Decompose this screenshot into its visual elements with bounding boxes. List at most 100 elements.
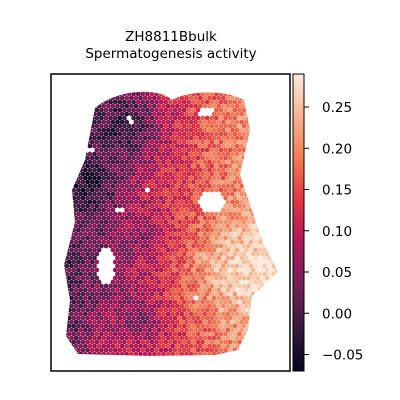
spot [216, 327, 222, 333]
spot [211, 95, 217, 101]
spot [248, 271, 254, 277]
spot [214, 275, 219, 281]
spot [151, 231, 157, 237]
spot [230, 151, 235, 157]
spot [204, 179, 210, 185]
spot [147, 143, 153, 149]
spot [112, 331, 118, 337]
spot [216, 127, 222, 133]
spot [168, 107, 173, 113]
spot [174, 279, 180, 285]
spot [105, 175, 111, 181]
spot [170, 119, 176, 125]
spot [96, 247, 102, 253]
spot [195, 243, 201, 249]
spot [135, 323, 141, 329]
spot [133, 295, 139, 301]
spot [191, 163, 196, 169]
spot [214, 315, 219, 321]
spot [154, 307, 159, 313]
spot [216, 143, 222, 149]
spot [140, 171, 146, 177]
spot [73, 311, 79, 317]
spot [94, 147, 100, 153]
spot [184, 351, 189, 357]
spot [207, 335, 212, 341]
spot [168, 235, 173, 241]
spot [145, 131, 150, 137]
spot [241, 211, 247, 217]
spot [227, 347, 233, 353]
spot [188, 343, 194, 349]
spot [140, 291, 146, 297]
spot [243, 255, 249, 261]
spot [163, 211, 169, 217]
spot [177, 131, 182, 137]
spot [168, 219, 173, 225]
spot [131, 171, 136, 177]
spot [243, 223, 249, 229]
spot [133, 311, 139, 317]
spot [170, 311, 176, 317]
spot [140, 323, 146, 329]
spot [216, 95, 222, 101]
spot [149, 299, 155, 305]
spot [174, 191, 180, 197]
spot [241, 331, 247, 337]
spot [117, 163, 123, 169]
spot [248, 231, 254, 237]
spot [147, 311, 153, 317]
spot [126, 259, 132, 265]
spot [168, 99, 173, 105]
spot [174, 271, 180, 277]
spot [257, 255, 263, 261]
spot [145, 299, 150, 305]
spot [170, 335, 176, 341]
spot [105, 223, 111, 229]
spot [156, 295, 162, 301]
spot [216, 111, 222, 117]
spot [131, 163, 136, 169]
spot [188, 335, 194, 341]
spot [154, 243, 159, 249]
spot [110, 287, 116, 293]
spot [186, 187, 192, 193]
spot [179, 303, 185, 309]
spot [243, 295, 249, 301]
spot [122, 315, 127, 321]
spot [140, 315, 146, 321]
spot [135, 307, 141, 313]
spot [232, 163, 238, 169]
spot [156, 311, 162, 317]
spot [232, 275, 238, 281]
spot [128, 247, 134, 253]
spot [138, 239, 143, 245]
spot [133, 247, 139, 253]
spot [94, 155, 100, 161]
spot [218, 123, 224, 129]
spot [140, 283, 146, 289]
spot [149, 115, 155, 121]
spot [211, 287, 217, 293]
spot [108, 323, 113, 329]
spot [170, 191, 176, 197]
spot [135, 243, 141, 249]
spot [80, 203, 86, 209]
spot [80, 187, 86, 193]
spot [112, 347, 118, 353]
spot [195, 115, 201, 121]
spot [172, 315, 178, 321]
spot [202, 223, 208, 229]
spot [223, 163, 228, 169]
spot [138, 127, 143, 133]
spot [165, 199, 171, 205]
spot [193, 111, 199, 117]
spot [207, 119, 212, 125]
spot [225, 207, 231, 213]
spot [195, 235, 201, 241]
spot [239, 215, 245, 221]
spot [232, 339, 238, 345]
spot [193, 103, 199, 109]
spot [105, 151, 111, 157]
spot [163, 235, 169, 241]
